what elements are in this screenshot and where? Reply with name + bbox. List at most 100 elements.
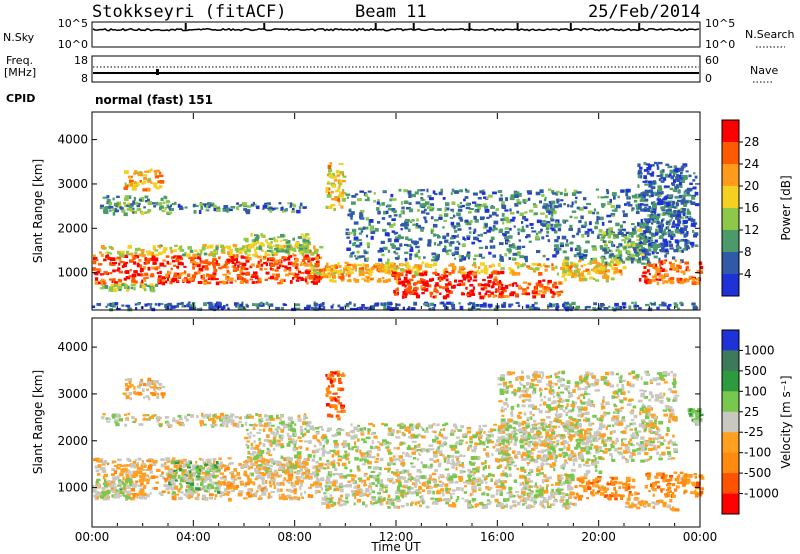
heatmap-cell: [117, 479, 121, 482]
heatmap-cell: [138, 467, 144, 471]
heatmap-cell: [185, 481, 191, 485]
heatmap-cell: [172, 457, 175, 460]
heatmap-cell: [682, 247, 687, 251]
heatmap-cell: [473, 236, 478, 241]
heatmap-cell: [289, 205, 292, 208]
heatmap-cell: [180, 484, 183, 489]
heatmap-cell: [107, 462, 110, 466]
heatmap-cell: [668, 195, 673, 198]
heatmap-cell: [103, 258, 107, 262]
heatmap-cell: [199, 261, 205, 264]
power-panel-frame: [91, 111, 701, 311]
heatmap-cell: [385, 269, 388, 272]
heatmap-cell: [260, 417, 263, 421]
heatmap-cell: [260, 467, 266, 471]
heatmap-cell: [669, 247, 674, 250]
heatmap-cell: [607, 230, 611, 234]
heatmap-cell: [482, 189, 485, 193]
heatmap-cell: [678, 265, 682, 270]
heatmap-cell: [606, 277, 609, 281]
heatmap-cell: [390, 264, 396, 268]
heatmap-cell: [551, 266, 555, 271]
heatmap-cell: [352, 242, 356, 247]
heatmap-cell: [483, 431, 486, 434]
heatmap-cell: [467, 303, 472, 306]
heatmap-cell: [493, 307, 499, 311]
heatmap-cell: [213, 207, 217, 212]
heatmap-cell: [630, 234, 634, 238]
frequency-unit-label: [MHz]: [4, 66, 36, 79]
heatmap-cell: [676, 213, 682, 217]
heatmap-cell: [259, 267, 263, 271]
heatmap-cell: [245, 258, 250, 263]
heatmap-cell: [270, 268, 274, 271]
heatmap-cell: [110, 289, 115, 292]
heatmap-cell: [329, 278, 334, 283]
heatmap-cell: [574, 273, 578, 277]
heatmap-cell: [285, 273, 290, 277]
heatmap-cell: [295, 439, 298, 442]
heatmap-cell: [696, 277, 701, 281]
heatmap-cell: [241, 262, 247, 267]
heatmap-cell: [654, 217, 657, 220]
heatmap-cell: [484, 465, 487, 469]
heatmap-cell: [587, 228, 593, 232]
heatmap-cell: [680, 179, 686, 183]
heatmap-cell: [98, 281, 103, 285]
heatmap-cell: [328, 191, 331, 195]
heatmap-cell: [159, 180, 165, 184]
heatmap-cell: [93, 256, 98, 261]
heatmap-cell: [116, 489, 121, 493]
heatmap-cell: [201, 479, 204, 483]
heatmap-cell: [643, 233, 647, 236]
heatmap-cell: [240, 307, 245, 310]
heatmap-cell: [326, 194, 332, 198]
heatmap-cell: [444, 422, 449, 426]
heatmap-cell: [557, 292, 562, 295]
frequency-left-tick-bottom: 8: [81, 72, 88, 85]
heatmap-cell: [194, 262, 199, 265]
heatmap-cell: [370, 230, 376, 234]
heatmap-cell: [430, 216, 434, 220]
heatmap-cell: [251, 274, 255, 278]
heatmap-cell: [588, 222, 592, 226]
heatmap-cell: [283, 497, 288, 501]
heatmap-cell: [660, 202, 664, 205]
heatmap-cell: [408, 208, 414, 213]
heatmap-cell: [332, 269, 337, 273]
heatmap-cell: [101, 486, 104, 490]
heatmap-cell: [453, 225, 456, 230]
heatmap-cell: [308, 486, 312, 489]
heatmap-cell: [591, 245, 597, 248]
heatmap-cell: [641, 256, 645, 261]
heatmap-cell: [605, 278, 609, 283]
heatmap-cell: [205, 209, 210, 212]
heatmap-cell: [497, 190, 503, 193]
heatmap-cell: [498, 294, 502, 299]
heatmap-cell: [689, 187, 693, 192]
heatmap-cell: [522, 288, 527, 292]
heatmap-cell: [456, 240, 460, 243]
heatmap-cell: [354, 268, 357, 272]
heatmap-cell: [506, 219, 512, 224]
heatmap-cell: [272, 269, 277, 272]
heatmap-cell: [129, 482, 132, 486]
heatmap-cell: [423, 271, 428, 276]
heatmap-cell: [175, 471, 178, 474]
heatmap-cell: [249, 415, 254, 419]
heatmap-cell: [269, 267, 272, 270]
heatmap-cell: [534, 212, 538, 216]
heatmap-cell: [413, 243, 418, 246]
heatmap-cell: [181, 272, 187, 275]
heatmap-cell: [286, 245, 291, 249]
heatmap-cell: [669, 219, 672, 222]
heatmap-cell: [426, 284, 432, 288]
heatmap-cell: [656, 272, 661, 276]
heatmap-cell: [228, 497, 232, 502]
heatmap-cell: [329, 162, 332, 165]
heatmap-cell: [682, 194, 687, 197]
heatmap-cell: [570, 306, 573, 309]
heatmap-cell: [302, 206, 307, 209]
heatmap-cell: [268, 421, 272, 425]
heatmap-cell: [671, 256, 676, 260]
